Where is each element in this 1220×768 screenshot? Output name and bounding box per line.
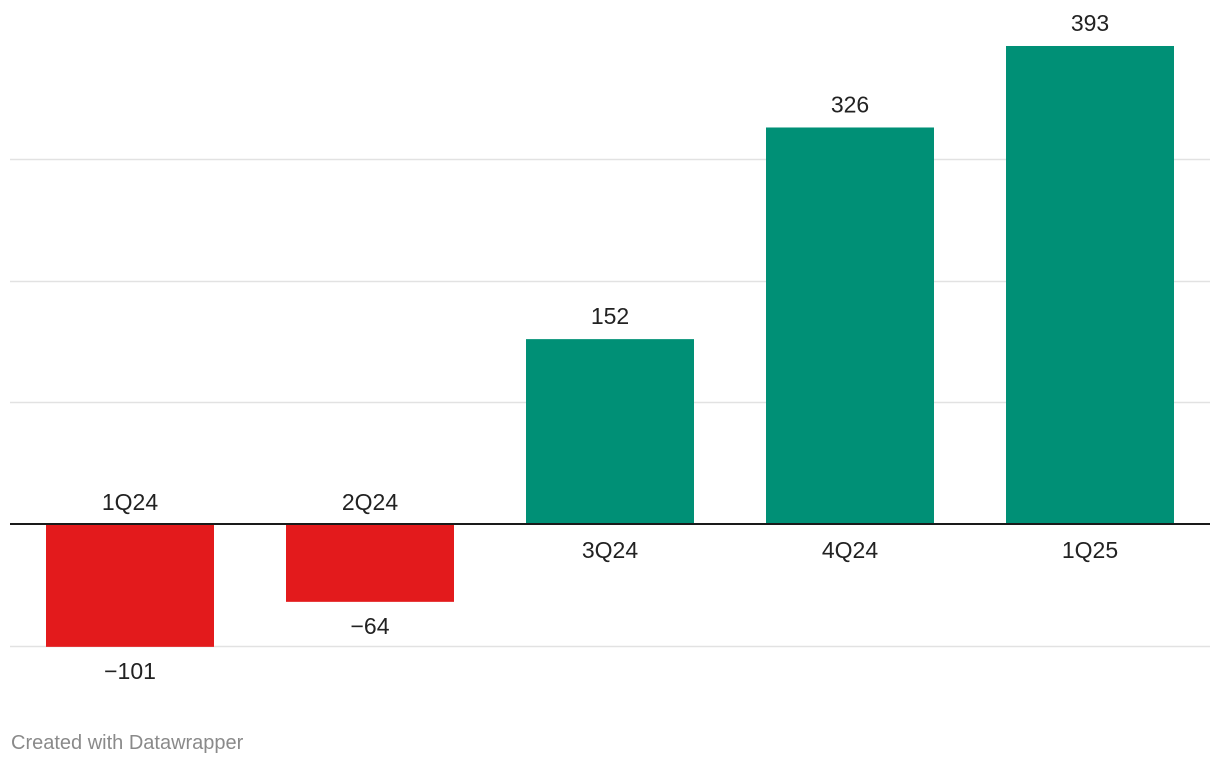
- credit-text: Created with Datawrapper: [11, 732, 244, 754]
- value-label: −64: [350, 613, 389, 639]
- value-label: 152: [591, 303, 629, 329]
- bars: [46, 45, 1174, 647]
- category-label: 4Q24: [822, 537, 878, 563]
- category-label: 1Q24: [102, 489, 158, 515]
- value-label: 326: [831, 91, 869, 117]
- bar-3q24: [526, 339, 694, 524]
- bar-1q24: [46, 524, 214, 647]
- category-label: 3Q24: [582, 537, 638, 563]
- labels: −101 1Q24 −64 2Q24 152 3Q24 326 4Q24 393 1Q25: [102, 10, 1118, 684]
- bar-1q25: [1006, 45, 1174, 524]
- bar-4q24: [766, 127, 934, 524]
- category-label: 1Q25: [1062, 537, 1118, 563]
- value-label: 393: [1071, 10, 1109, 36]
- bar-2q24: [286, 524, 454, 602]
- value-label: −101: [104, 658, 156, 684]
- category-label: 2Q24: [342, 489, 398, 515]
